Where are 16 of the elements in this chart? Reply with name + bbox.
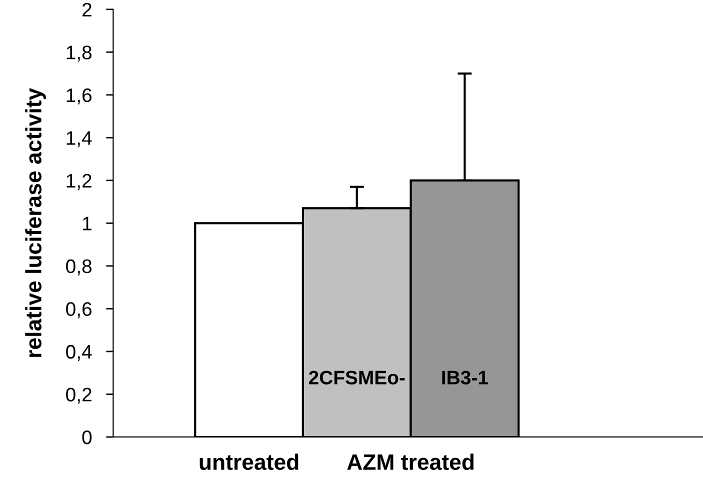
- y-tick-label: 1,4: [66, 131, 92, 148]
- y-tick-label: 1,6: [66, 88, 92, 104]
- y-tick-label: 1: [83, 216, 92, 230]
- y-axis-title: relative luciferase activity: [25, 88, 46, 357]
- y-tick-label: 0,4: [66, 344, 92, 361]
- y-tick-label: 0,2: [66, 388, 92, 404]
- series-label: 2CFSMEo-: [308, 370, 405, 384]
- series-label: IB3-1: [442, 370, 488, 385]
- y-tick-label: 1,2: [66, 174, 92, 190]
- x-tick-label: untreated: [200, 454, 298, 470]
- y-tick-label: 1,8: [66, 46, 92, 62]
- y-tick-label: 0,8: [66, 259, 92, 276]
- y-tick-label: 0: [82, 430, 92, 444]
- y-tick-label: 2: [82, 2, 92, 16]
- x-tick-label: AZM treated: [347, 454, 474, 470]
- y-tick-label: 0,6: [66, 302, 92, 318]
